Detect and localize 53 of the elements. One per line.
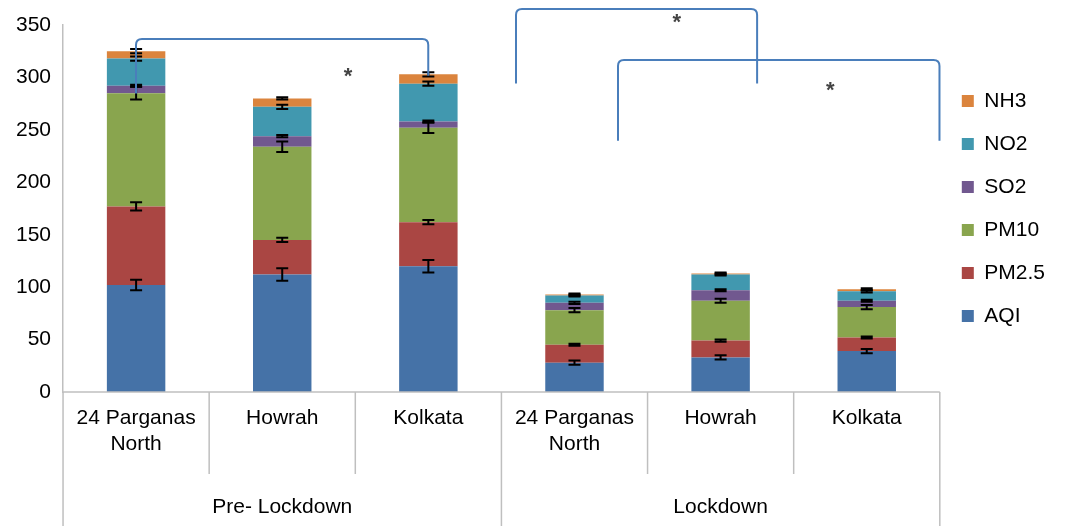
bar — [837, 337, 896, 352]
bar — [106, 285, 166, 392]
bar — [545, 362, 604, 392]
bar — [691, 357, 750, 392]
bar — [399, 83, 458, 122]
bar — [253, 106, 312, 137]
y-tick-label: 250 — [15, 116, 52, 140]
x-tick-label: Kolkata — [831, 405, 903, 429]
y-tick-label: 100 — [15, 273, 52, 297]
text: Lockdown — [673, 494, 768, 518]
bar — [253, 98, 312, 107]
text: Pre- Lockdown — [212, 494, 353, 518]
bar — [691, 340, 750, 358]
bar — [545, 344, 604, 363]
legend-label: NO2 — [984, 130, 1028, 154]
bar — [106, 93, 166, 207]
bar — [691, 300, 750, 341]
bar — [253, 274, 312, 392]
x-tick-label: Howrah — [684, 405, 757, 429]
bar — [399, 121, 458, 128]
bar — [691, 274, 750, 291]
bar — [106, 58, 166, 86]
legend-label: PM10 — [984, 216, 1040, 240]
annotation: * — [825, 77, 835, 103]
x-tick-label: 24 Parganas North — [514, 405, 635, 455]
bar — [691, 290, 750, 301]
bar — [253, 239, 312, 275]
bar — [399, 266, 458, 392]
bar — [545, 310, 604, 345]
bar — [837, 351, 896, 392]
bar — [253, 136, 312, 147]
x-tick-label: Howrah — [246, 405, 319, 429]
y-tick-label: 50 — [27, 326, 52, 350]
legend-label: PM2.5 — [984, 259, 1046, 283]
bar — [399, 127, 458, 223]
bar — [253, 146, 312, 240]
x-tick-label: 24 Parganas North — [76, 405, 196, 455]
annotation: * — [343, 63, 353, 89]
y-tick-label: 200 — [15, 169, 52, 193]
legend-label: AQI — [984, 302, 1021, 326]
annotation: * — [672, 8, 682, 34]
y-tick-label: 0 — [39, 378, 52, 402]
bar — [106, 206, 166, 286]
legend-label: NH3 — [984, 87, 1027, 111]
legend-label: SO2 — [984, 173, 1027, 197]
bar — [399, 222, 458, 267]
x-tick-label: Kolkata — [393, 405, 464, 429]
y-tick-label: 150 — [15, 221, 52, 245]
bar — [837, 291, 896, 301]
y-tick-label: 300 — [15, 64, 52, 88]
y-tick-label: 350 — [15, 11, 52, 35]
bar — [837, 307, 896, 338]
bar — [399, 74, 458, 84]
